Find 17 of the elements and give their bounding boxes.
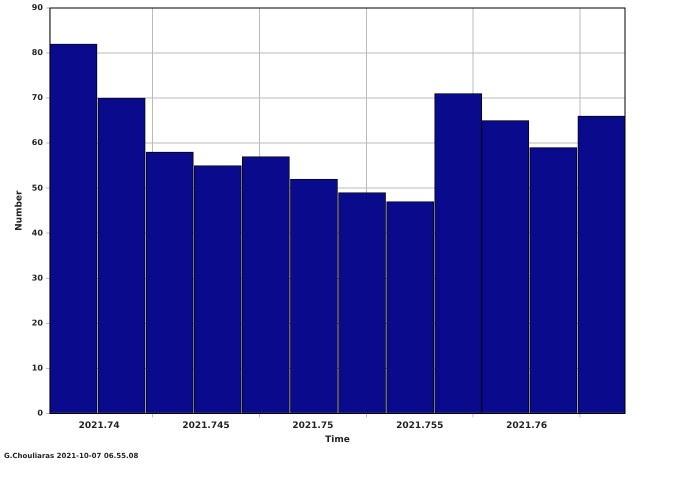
- x-axis-title: Time: [325, 434, 350, 445]
- y-tick-label: 30: [32, 273, 44, 282]
- y-tick-label: 70: [32, 93, 44, 102]
- x-tick-label: 2021.74: [78, 421, 120, 432]
- x-tick-label: 2021.76: [506, 421, 548, 432]
- x-tick-label: 2021.75: [292, 421, 334, 432]
- y-tick-label: 40: [32, 228, 44, 238]
- y-tick-label: 80: [32, 48, 44, 58]
- y-tick-label: 0: [37, 408, 44, 418]
- y-tick-label: 90: [32, 3, 44, 12]
- y-tick-label: 10: [32, 363, 44, 372]
- y-tick-label: 20: [32, 318, 44, 328]
- x-tick-label: 2021.755: [396, 421, 444, 432]
- y-tick-label: 60: [32, 138, 44, 148]
- y-tick-label: 50: [32, 183, 44, 192]
- y-axis-title: Number: [14, 190, 25, 231]
- x-tick-label: 2021.745: [182, 421, 230, 432]
